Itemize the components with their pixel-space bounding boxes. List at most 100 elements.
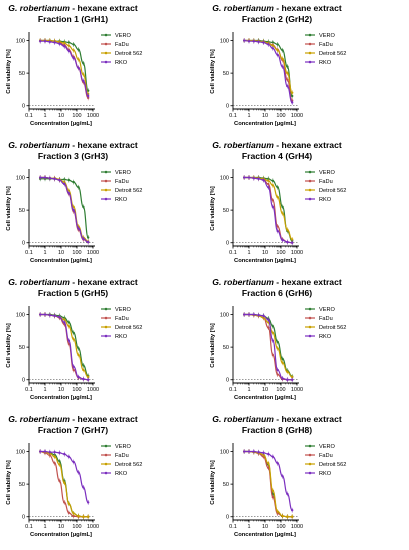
data-point	[257, 40, 260, 44]
data-point	[58, 463, 61, 466]
data-point	[281, 514, 284, 518]
data-point	[276, 510, 279, 513]
data-point	[82, 205, 85, 209]
data-point	[67, 189, 71, 192]
data-point	[72, 338, 75, 341]
x-tick-label: 0.1	[25, 524, 33, 530]
title-suffix: - hexane extract	[274, 277, 342, 287]
data-point	[82, 364, 85, 367]
chart-subtitle: Fraction 2 (GrH2)	[242, 14, 312, 24]
data-point	[63, 321, 66, 324]
series-line-vero	[40, 178, 89, 239]
legend-marker	[308, 170, 312, 174]
data-point	[267, 318, 270, 321]
data-point	[271, 489, 275, 492]
data-point	[82, 486, 85, 489]
y-tick-label: 50	[19, 71, 25, 77]
y-tick-label: 0	[226, 241, 229, 247]
data-point	[82, 237, 85, 241]
x-tick-label: 0.1	[25, 250, 33, 256]
chart-panel-8: G. robertianum - hexane extractFraction …	[210, 414, 346, 538]
data-point	[267, 182, 270, 186]
x-tick-label: 10	[58, 524, 64, 530]
data-point	[67, 178, 71, 182]
legend-label: FaDu	[115, 316, 129, 322]
legend-label: VERO	[115, 170, 132, 176]
legend-label: Detroit 562	[319, 325, 346, 331]
x-tick-label: 1	[247, 387, 250, 393]
data-point	[286, 240, 289, 244]
data-point	[276, 195, 279, 199]
legend-label: FaDu	[319, 453, 333, 459]
chart-subtitle: Fraction 5 (GrH5)	[38, 288, 108, 298]
legend-marker	[308, 316, 312, 320]
chart-subtitle: Fraction 3 (GrH3)	[38, 151, 108, 161]
chart-subtitle: Fraction 6 (GrH6)	[242, 288, 312, 298]
data-point	[290, 101, 294, 104]
legend-label: FaDu	[319, 179, 333, 185]
legend-label: RKO	[319, 334, 332, 340]
x-axis-label: Concentration [µg/mL]	[234, 121, 296, 127]
chart-title: G. robertianum - hexane extract	[8, 277, 138, 287]
x-tick-label: 0.1	[229, 250, 237, 256]
data-point	[271, 331, 275, 334]
data-point	[48, 176, 52, 180]
data-point	[72, 180, 75, 184]
data-point	[43, 176, 47, 179]
y-tick-label: 100	[16, 450, 25, 456]
y-tick-label: 100	[16, 313, 25, 319]
data-point	[63, 45, 66, 48]
title-species: G. robertianum	[8, 277, 70, 287]
legend-marker	[308, 334, 312, 338]
legend-marker	[308, 444, 312, 448]
y-tick-label: 0	[22, 104, 25, 110]
data-point	[290, 94, 294, 98]
data-point	[86, 89, 90, 92]
legend-marker	[104, 444, 108, 448]
data-point	[252, 313, 256, 316]
y-axis-label: Cell viability [%]	[6, 323, 12, 368]
legend-marker	[104, 179, 108, 183]
data-point	[72, 514, 75, 518]
data-point	[72, 205, 75, 209]
legend-marker	[104, 170, 108, 174]
data-point	[86, 94, 90, 98]
legend-marker	[104, 325, 108, 329]
data-point	[67, 511, 71, 515]
data-point	[281, 361, 284, 364]
data-point	[38, 450, 42, 453]
data-point	[63, 178, 66, 181]
x-axis-label: Concentration [µg/mL]	[30, 121, 92, 127]
chart-panel-2: G. robertianum - hexane extractFraction …	[210, 3, 346, 127]
data-point	[290, 515, 294, 518]
data-point	[77, 48, 80, 51]
x-tick-label: 100	[72, 387, 81, 393]
title-species: G. robertianum	[212, 277, 274, 287]
legend-marker	[104, 471, 108, 475]
legend-label: VERO	[115, 33, 132, 39]
chart-panel-6: G. robertianum - hexane extractFraction …	[210, 277, 346, 401]
x-tick-label: 1	[43, 250, 46, 256]
data-point	[271, 325, 275, 328]
x-tick-label: 100	[72, 250, 81, 256]
data-point	[63, 41, 66, 45]
data-point	[72, 512, 75, 515]
title-suffix: - hexane extract	[70, 3, 138, 13]
chart-title: G. robertianum - hexane extract	[8, 3, 138, 13]
data-point	[77, 353, 80, 357]
data-point	[43, 450, 47, 453]
legend-marker	[308, 197, 312, 201]
data-point	[72, 368, 75, 372]
data-point	[281, 212, 284, 215]
data-point	[63, 182, 66, 186]
data-point	[247, 450, 251, 453]
data-point	[286, 378, 289, 381]
data-point	[86, 515, 90, 518]
x-tick-label: 100	[72, 113, 81, 119]
x-tick-label: 10	[58, 250, 64, 256]
data-point	[281, 377, 284, 380]
data-point	[290, 91, 294, 94]
legend-marker	[104, 462, 108, 466]
data-point	[271, 47, 275, 50]
data-point	[53, 462, 56, 465]
